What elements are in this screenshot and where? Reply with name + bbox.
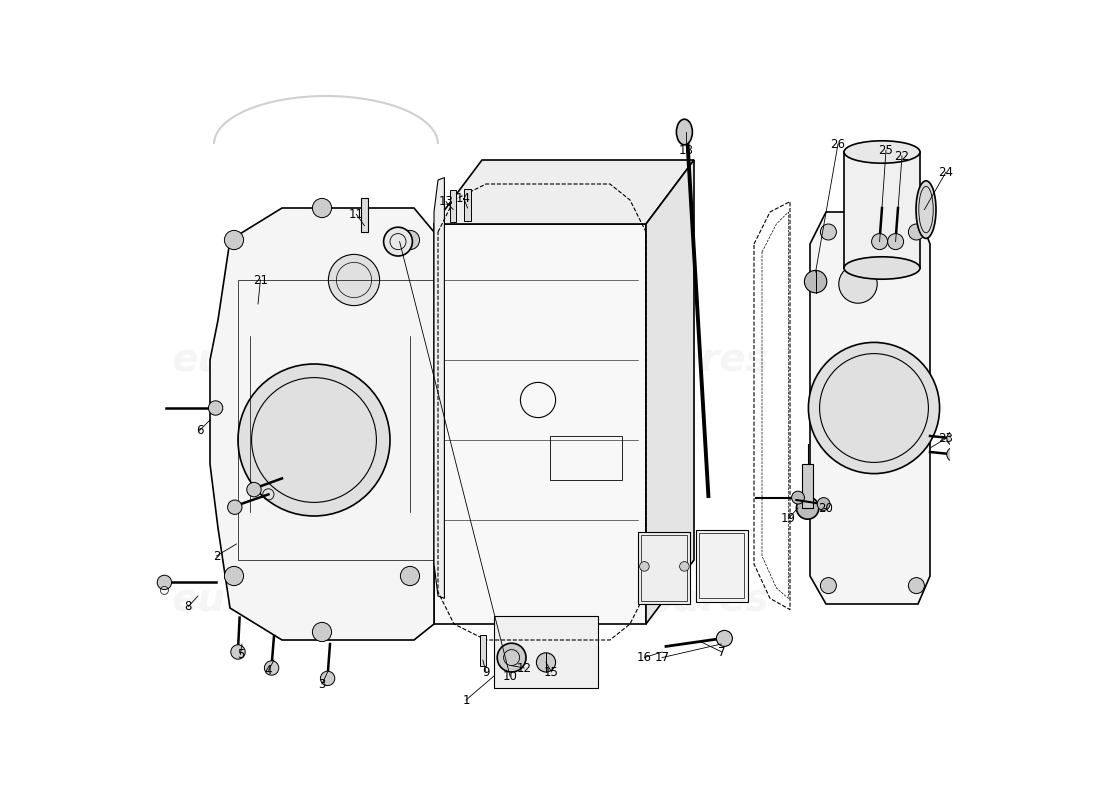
Text: 21: 21 [253, 274, 268, 286]
Circle shape [231, 645, 245, 659]
Text: 9: 9 [482, 666, 490, 678]
Circle shape [400, 230, 419, 250]
Text: 17: 17 [654, 651, 670, 664]
Circle shape [224, 566, 243, 586]
Text: 6: 6 [196, 424, 204, 437]
Circle shape [264, 661, 278, 675]
Circle shape [497, 643, 526, 672]
Text: 13: 13 [439, 195, 453, 208]
Circle shape [792, 491, 804, 504]
Circle shape [888, 234, 903, 250]
Circle shape [157, 575, 172, 590]
Bar [802, 464, 813, 508]
Circle shape [224, 230, 243, 250]
Bar [550, 436, 622, 480]
Circle shape [839, 265, 877, 303]
Polygon shape [646, 160, 694, 624]
Text: 26: 26 [830, 138, 846, 150]
Bar [494, 616, 598, 688]
Text: 22: 22 [894, 150, 910, 162]
Text: 11: 11 [349, 208, 364, 221]
Polygon shape [210, 208, 434, 640]
Circle shape [246, 482, 261, 497]
Polygon shape [810, 212, 930, 604]
Circle shape [871, 234, 888, 250]
Text: 23: 23 [938, 432, 954, 445]
Polygon shape [434, 160, 694, 224]
Circle shape [817, 498, 830, 510]
Circle shape [384, 227, 412, 256]
Text: 3: 3 [318, 678, 326, 690]
Circle shape [821, 578, 836, 594]
Ellipse shape [844, 257, 920, 279]
Text: 8: 8 [185, 600, 192, 613]
Text: 15: 15 [544, 666, 559, 678]
Text: 20: 20 [818, 502, 834, 514]
Bar [361, 198, 367, 232]
Text: 14: 14 [456, 192, 471, 205]
Circle shape [639, 562, 649, 571]
Circle shape [821, 224, 836, 240]
Circle shape [808, 342, 939, 474]
Text: 7: 7 [718, 646, 726, 658]
Circle shape [312, 622, 331, 642]
Text: eurospares: eurospares [524, 341, 769, 379]
Bar [450, 190, 456, 222]
Ellipse shape [676, 119, 692, 145]
Bar [641, 535, 686, 601]
Circle shape [238, 364, 390, 516]
Text: 1: 1 [462, 694, 470, 706]
Text: 10: 10 [503, 670, 517, 682]
Text: 16: 16 [637, 651, 652, 664]
Text: 25: 25 [879, 144, 893, 157]
Circle shape [400, 566, 419, 586]
Bar [638, 532, 690, 604]
Circle shape [796, 497, 818, 519]
Text: 18: 18 [679, 144, 693, 157]
Circle shape [947, 431, 961, 446]
Circle shape [680, 562, 690, 571]
Text: eurospares: eurospares [172, 581, 417, 619]
Circle shape [329, 254, 379, 306]
Text: eurospares: eurospares [172, 341, 417, 379]
Circle shape [716, 630, 733, 646]
Bar [845, 152, 921, 268]
Circle shape [947, 447, 961, 462]
Circle shape [909, 578, 924, 594]
Bar [464, 189, 471, 221]
Circle shape [312, 198, 331, 218]
Polygon shape [434, 178, 444, 598]
Text: 2: 2 [212, 550, 220, 562]
Ellipse shape [844, 141, 920, 163]
Ellipse shape [916, 181, 936, 238]
Circle shape [537, 653, 556, 672]
Polygon shape [434, 224, 646, 624]
Text: 4: 4 [265, 664, 272, 677]
Bar [695, 530, 748, 602]
Text: 19: 19 [781, 512, 796, 525]
Text: 12: 12 [517, 662, 532, 674]
Circle shape [804, 270, 827, 293]
Text: 24: 24 [938, 166, 954, 178]
Bar [238, 280, 434, 560]
Bar [480, 635, 486, 666]
Text: 5: 5 [236, 648, 244, 661]
Circle shape [228, 500, 242, 514]
Circle shape [909, 224, 924, 240]
Text: eurospares: eurospares [524, 581, 769, 619]
Circle shape [208, 401, 223, 415]
Circle shape [320, 671, 334, 686]
Bar [698, 533, 745, 598]
